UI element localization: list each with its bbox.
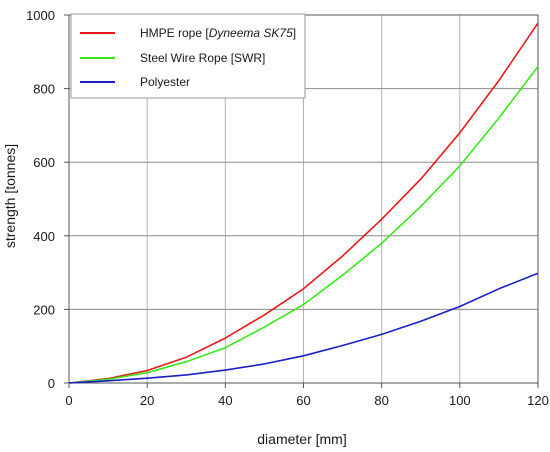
x-tick-label: 40 [218, 393, 232, 408]
legend-label-steel-wire: Steel Wire Rope [SWR] [140, 51, 265, 65]
series-lines [68, 22, 539, 384]
series-line-hmpe [68, 22, 539, 384]
legend-item-hmpe: HMPE rope [Dyneema SK75] [80, 26, 296, 40]
legend-box [70, 13, 306, 99]
y-axis-title: strength [tonnes] [2, 144, 18, 248]
legend-label-hmpe: HMPE rope [Dyneema SK75] [140, 26, 296, 40]
series-line-steel-wire [68, 66, 539, 384]
series-line-polyester [68, 272, 539, 384]
y-tick-label: 600 [33, 155, 55, 170]
y-tick-label: 0 [48, 376, 55, 391]
x-tick-label: 120 [527, 393, 549, 408]
y-tick-label: 800 [33, 82, 55, 97]
y-tick-label: 400 [33, 229, 55, 244]
x-axis-title: diameter [mm] [257, 431, 346, 447]
x-tick-label: 80 [374, 393, 388, 408]
legend-item-steel-wire: Steel Wire Rope [SWR] [80, 51, 265, 65]
y-tick-label: 1000 [26, 8, 55, 23]
legend: HMPE rope [Dyneema SK75] Steel Wire Rope… [70, 13, 306, 99]
x-tick-label: 20 [140, 393, 154, 408]
x-tick-label: 100 [449, 393, 471, 408]
x-axis-ticks: 0 20 40 60 80 100 120 [65, 383, 549, 408]
y-tick-label: 200 [33, 302, 55, 317]
x-tick-label: 60 [296, 393, 310, 408]
x-tick-label: 0 [65, 393, 72, 408]
y-axis-ticks: 0 200 400 600 800 1000 [26, 8, 69, 391]
legend-item-polyester: Polyester [80, 75, 190, 89]
legend-label-polyester: Polyester [140, 75, 190, 89]
